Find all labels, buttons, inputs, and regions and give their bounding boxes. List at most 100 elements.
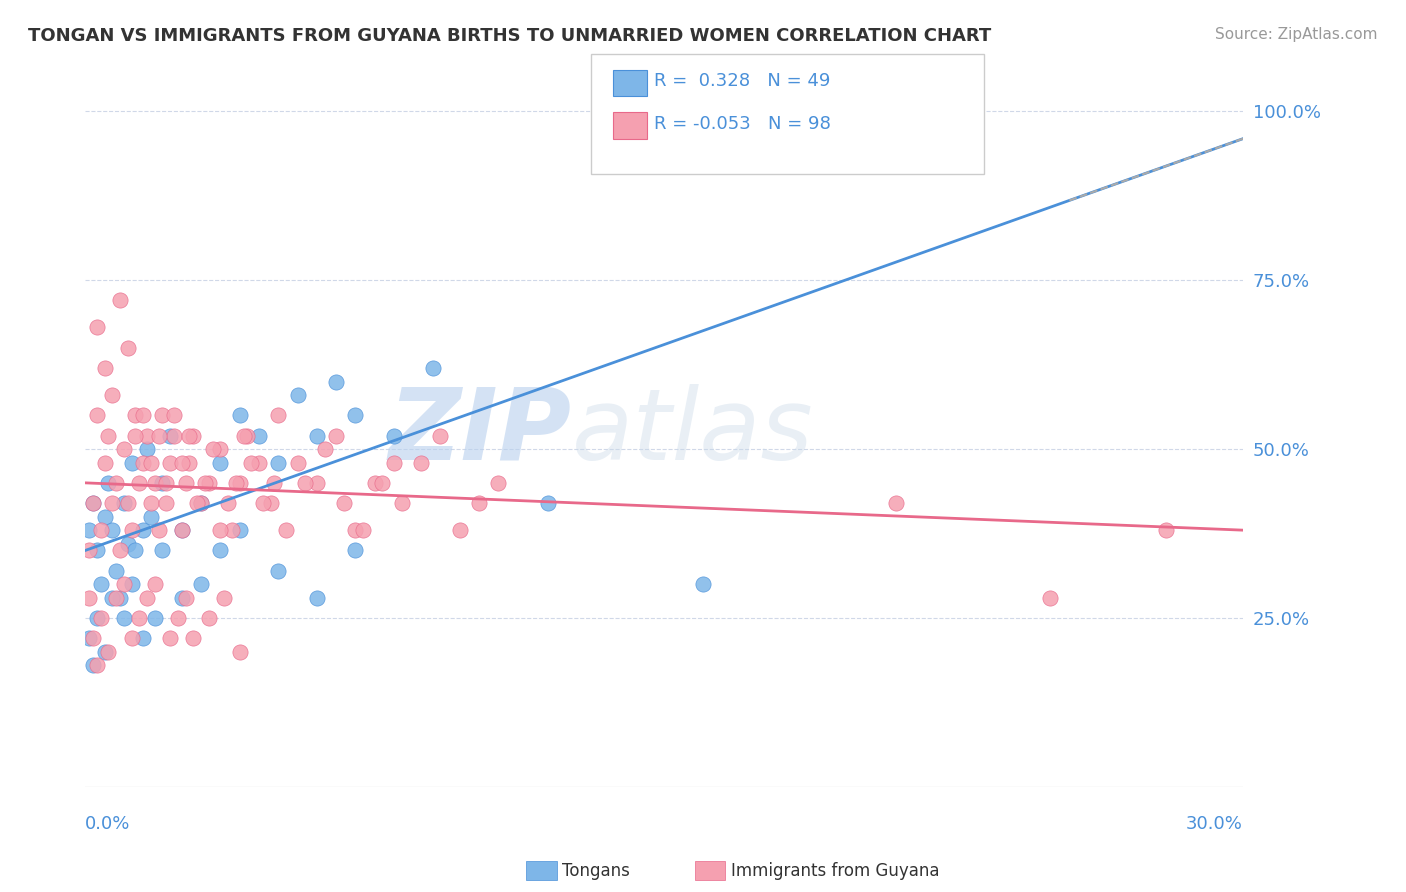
Point [93, 456, 115, 470]
Point [105, 475, 128, 490]
Point [240, 456, 263, 470]
Point [201, 442, 224, 456]
Point [105, 591, 128, 605]
Point [121, 456, 143, 470]
Point [344, 409, 367, 423]
Point [86, 658, 108, 673]
Point [325, 375, 347, 389]
Point [101, 496, 124, 510]
Point [209, 456, 232, 470]
Point [143, 475, 166, 490]
Point [143, 611, 166, 625]
Point [82, 658, 104, 673]
Point [305, 591, 328, 605]
Point [228, 523, 250, 537]
Point [143, 577, 166, 591]
Point [209, 543, 232, 558]
Point [139, 496, 162, 510]
Point [287, 456, 309, 470]
Point [163, 409, 186, 423]
Point [86, 543, 108, 558]
Point [228, 409, 250, 423]
Point [105, 564, 128, 578]
Point [179, 428, 201, 442]
Point [236, 428, 259, 442]
Point [77, 591, 100, 605]
Point [97, 428, 120, 442]
Point [124, 543, 146, 558]
Point [136, 591, 159, 605]
Point [333, 496, 356, 510]
Point [391, 496, 413, 510]
Point [344, 543, 367, 558]
Point [382, 428, 405, 442]
Point [1154, 523, 1177, 537]
Point [422, 361, 444, 376]
Point [170, 523, 193, 537]
Point [267, 456, 290, 470]
Point [217, 496, 239, 510]
Point [121, 577, 143, 591]
Point [247, 428, 270, 442]
Point [232, 428, 254, 442]
Point [139, 456, 162, 470]
Point [86, 320, 108, 334]
Point [132, 632, 155, 646]
Point [86, 409, 108, 423]
Point [305, 475, 328, 490]
Point [148, 523, 170, 537]
Point [112, 442, 135, 456]
Point [139, 509, 162, 524]
Point [159, 632, 181, 646]
Text: 30.0%: 30.0% [1187, 815, 1243, 833]
Point [159, 428, 181, 442]
Point [449, 523, 471, 537]
Point [225, 475, 247, 490]
Point [155, 496, 177, 510]
Point [247, 456, 270, 470]
Point [429, 428, 451, 442]
Point [90, 523, 112, 537]
Point [93, 361, 115, 376]
Point [97, 475, 120, 490]
Point [228, 645, 250, 659]
Point [77, 632, 100, 646]
Point [305, 428, 328, 442]
Text: R = -0.053   N = 98: R = -0.053 N = 98 [654, 115, 831, 133]
Point [537, 496, 560, 510]
Point [108, 293, 131, 308]
Point [190, 577, 212, 591]
Point [352, 523, 374, 537]
Point [77, 543, 100, 558]
Point [124, 428, 146, 442]
Point [117, 496, 139, 510]
Point [152, 409, 174, 423]
Point [364, 475, 387, 490]
Point [152, 475, 174, 490]
Point [155, 475, 177, 490]
Point [267, 564, 290, 578]
Point [287, 388, 309, 402]
Text: atlas: atlas [571, 384, 813, 481]
Point [212, 591, 235, 605]
Point [132, 456, 155, 470]
Point [101, 591, 124, 605]
Point [263, 475, 285, 490]
Point [468, 496, 491, 510]
Point [148, 428, 170, 442]
Point [486, 475, 509, 490]
Point [159, 456, 181, 470]
Point [77, 523, 100, 537]
Point [167, 611, 190, 625]
Point [82, 496, 104, 510]
Point [112, 611, 135, 625]
Point [101, 523, 124, 537]
Text: Immigrants from Guyana: Immigrants from Guyana [731, 862, 939, 880]
Point [86, 611, 108, 625]
Point [186, 496, 208, 510]
Point [252, 496, 274, 510]
Point [884, 496, 907, 510]
Point [209, 523, 232, 537]
Point [128, 611, 150, 625]
Point [124, 409, 146, 423]
